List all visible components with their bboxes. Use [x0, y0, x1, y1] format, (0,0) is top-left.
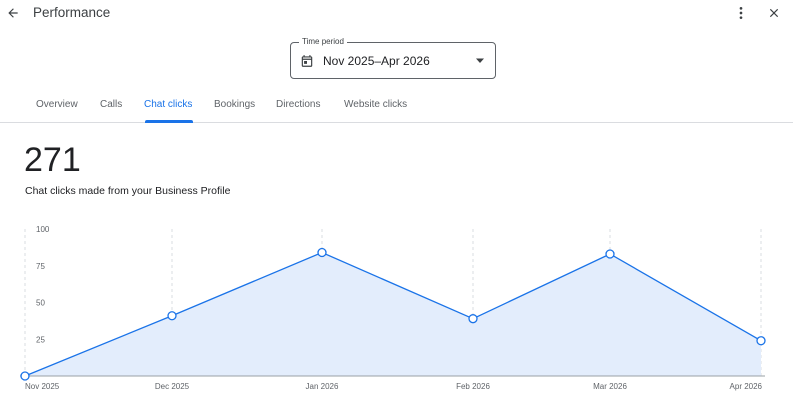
- data-point: [468, 314, 478, 324]
- calendar-icon: [301, 55, 313, 67]
- y-tick-label: 50: [36, 299, 45, 308]
- x-tick-label: Jan 2026: [306, 382, 339, 391]
- metric-description: Chat clicks made from your Business Prof…: [25, 185, 231, 197]
- data-point: [756, 336, 766, 346]
- back-button[interactable]: [2, 2, 24, 24]
- page-title: Performance: [33, 5, 111, 20]
- metric-total: 271: [24, 141, 81, 179]
- metric-tabs: Overview Calls Chat clicks Bookings Dire…: [0, 92, 793, 123]
- more-options-button[interactable]: [731, 3, 751, 23]
- y-tick-label: 25: [36, 335, 45, 344]
- time-period-select[interactable]: Time period Nov 2025–Apr 2026: [290, 37, 496, 79]
- data-point: [167, 311, 177, 321]
- data-point: [317, 247, 327, 258]
- more-vertical-icon: [739, 7, 743, 19]
- active-tab-indicator: [145, 120, 193, 123]
- top-bar: Performance: [0, 0, 793, 26]
- time-period-value: Nov 2025–Apr 2026: [323, 54, 430, 68]
- series-area: [25, 252, 761, 376]
- series-line: [24, 251, 762, 377]
- tab-website-clicks[interactable]: Website clicks: [344, 99, 408, 110]
- y-tick-label: 100: [36, 225, 50, 234]
- tab-directions[interactable]: Directions: [276, 99, 321, 110]
- x-tick-label: Mar 2026: [593, 382, 627, 391]
- close-icon: [769, 8, 779, 18]
- tab-bookings[interactable]: Bookings: [214, 99, 256, 110]
- tab-chat-clicks[interactable]: Chat clicks: [144, 99, 193, 110]
- chat-clicks-chart: 100 75 50 25 Nov 2025 Dec 2025 Jan 2026 Feb 202…: [20, 225, 766, 391]
- x-tick-label: Nov 2025: [25, 382, 60, 391]
- tab-calls[interactable]: Calls: [100, 99, 123, 110]
- tab-overview[interactable]: Overview: [36, 99, 78, 110]
- data-point: [605, 249, 615, 259]
- time-period-label: Time period: [299, 37, 347, 47]
- x-tick-label: Feb 2026: [456, 382, 490, 391]
- x-tick-label: Dec 2025: [155, 382, 190, 391]
- y-tick-label: 75: [36, 262, 45, 271]
- arrow-left-icon: [8, 8, 18, 18]
- close-button[interactable]: [764, 3, 784, 23]
- data-point: [20, 371, 30, 381]
- caret-down-icon: [476, 58, 484, 63]
- x-tick-label: Apr 2026: [730, 382, 763, 391]
